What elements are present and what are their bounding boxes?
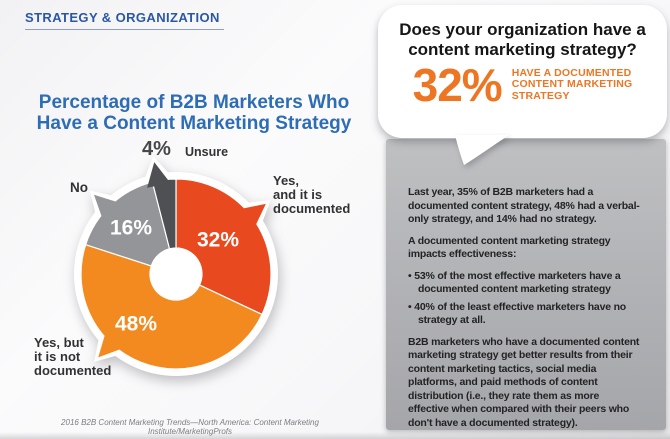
details-bullet-list: 53% of the most effective marketers have… [408,270,642,328]
speech-bubble-tail-icon [455,135,509,165]
section-header: STRATEGY & ORGANIZATION [25,10,224,30]
yes-documented-label: Yes, and it is documented [273,173,351,216]
donut-chart: 32% 48% 16% [74,156,278,376]
stat-row: 32% HAVE A DOCUMENTED CONTENT MARKETING … [378,62,667,108]
details-card: Last year, 35% of B2B marketers had a do… [386,139,666,430]
slice-tail [239,203,266,228]
stat-caption: HAVE A DOCUMENTED CONTENT MARKETING STRA… [511,66,633,102]
slice-tail [93,194,120,220]
question-heading: Does your organization have a content ma… [399,20,646,59]
chart-title: Percentage of B2B Marketers Who Have a C… [36,92,352,134]
source-citation: 2016 B2B Content Marketing Trends—North … [61,418,319,436]
unsure-label: Unsure [185,145,229,159]
bullet-item: 53% of the most effective marketers have… [408,270,642,297]
slice-tail [147,162,171,188]
details-paragraph-3: B2B marketers who have a documented cont… [408,335,640,429]
slice-tail [98,331,124,358]
stat-value: 32% [412,59,503,111]
bullet-item: 40% of the least effective marketers hav… [408,301,642,328]
donut-hole [150,248,202,300]
speech-bubble: Does your organization have a content ma… [378,5,667,138]
slice-percent-label: 16% [110,217,152,240]
unsure-percent-label: 4% [142,138,171,160]
donut-chart-area: 32% 48% 16% 4% Unsure No Yes, and it is do… [34,134,350,414]
details-paragraph-1: Last year, 35% of B2B marketers had a do… [408,186,640,225]
details-paragraph-2: A documented content marketing strategy … [408,234,611,261]
slice-percent-label: 32% [197,229,239,252]
yes-not-documented-label: Yes, but it is not documented [34,335,112,378]
slice-percent-label: 48% [115,313,157,336]
no-label: No [70,180,88,195]
